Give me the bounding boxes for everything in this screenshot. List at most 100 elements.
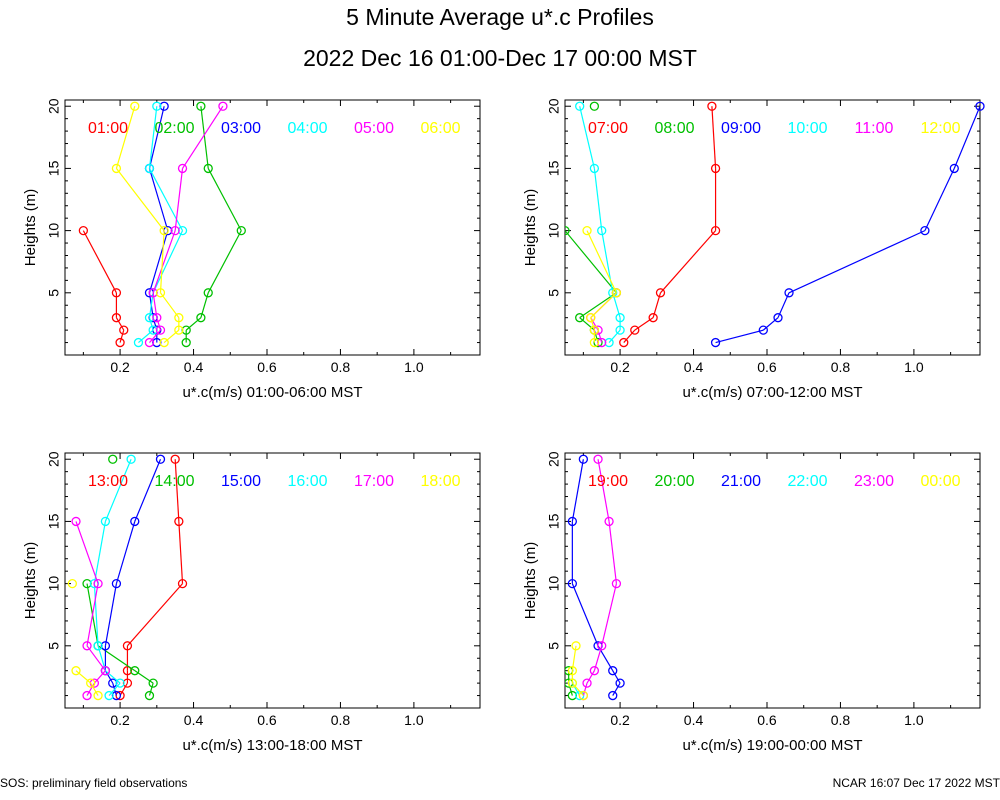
series-line-01:00 xyxy=(119,329,125,343)
legend-label: 02:00 xyxy=(154,120,194,137)
legend-label: 06:00 xyxy=(420,120,460,137)
series-line-13:00 xyxy=(126,583,183,647)
x-tick-label: 0.4 xyxy=(684,359,704,375)
plot-data-3 xyxy=(67,454,188,701)
series-line-09:00 xyxy=(788,230,926,294)
data-point-15:00 xyxy=(155,454,166,464)
legend-label: 20:00 xyxy=(654,473,694,490)
data-point-06:00 xyxy=(159,337,169,348)
series-line-23:00 xyxy=(601,583,617,646)
data-point-08:00 xyxy=(565,225,570,236)
series-line-01:00 xyxy=(115,317,125,331)
y-tick-label: 15 xyxy=(546,160,562,176)
data-point-03:00 xyxy=(152,337,162,348)
series-line-23:00 xyxy=(586,670,595,684)
data-point-04:00 xyxy=(177,225,188,236)
data-point-05:00 xyxy=(144,337,155,348)
y-tick-label: 20 xyxy=(46,451,62,467)
legend-label: 18:00 xyxy=(420,473,460,490)
data-point-10:00 xyxy=(615,325,625,335)
y-tick-label: 15 xyxy=(46,513,62,529)
data-point-02:00 xyxy=(181,337,191,348)
x-axis-label: u*.c(m/s) 19:00-00:00 MST xyxy=(682,737,862,754)
series-line-16:00 xyxy=(93,583,99,646)
series-line-13:00 xyxy=(119,682,128,696)
plot-data-4 xyxy=(565,454,625,701)
series-line-21:00 xyxy=(612,682,621,696)
data-point-10:00 xyxy=(575,101,585,111)
series-line-08:00 xyxy=(579,292,617,319)
x-tick-label: 0.2 xyxy=(610,359,630,375)
series-line-16:00 xyxy=(105,670,121,684)
data-point-10:00 xyxy=(615,313,625,323)
data-point-16:00 xyxy=(89,578,100,589)
data-point-16:00 xyxy=(93,641,103,651)
x-tick-label: 1.0 xyxy=(904,359,924,375)
y-tick-label: 10 xyxy=(546,576,562,592)
series-line-09:00 xyxy=(715,329,764,344)
series-line-10:00 xyxy=(579,106,595,169)
series-line-17:00 xyxy=(75,521,99,584)
series-line-06:00 xyxy=(163,329,180,344)
x-tick-label: 0.6 xyxy=(757,712,777,728)
series-line-03:00 xyxy=(148,230,169,293)
series-line-21:00 xyxy=(612,670,621,684)
data-point-16:00 xyxy=(115,678,125,688)
series-line-15:00 xyxy=(104,670,114,684)
series-line-13:00 xyxy=(178,521,184,584)
series-line-00:00 xyxy=(571,682,584,696)
x-tick-label: 0.8 xyxy=(831,712,851,728)
data-point-01:00 xyxy=(119,325,129,335)
series-line-11:00 xyxy=(597,329,603,343)
data-point-05:00 xyxy=(218,101,228,111)
series-line-21:00 xyxy=(571,583,599,647)
x-axis-label: u*.c(m/s) 13:00-18:00 MST xyxy=(182,737,362,754)
x-tick-label: 0.6 xyxy=(257,712,277,728)
series-line-06:00 xyxy=(115,168,165,231)
data-point-03:00 xyxy=(159,101,169,111)
series-line-10:00 xyxy=(608,329,621,343)
data-point-08:00 xyxy=(589,101,600,111)
data-point-10:00 xyxy=(604,337,614,348)
series-line-15:00 xyxy=(104,583,118,646)
data-point-07:00 xyxy=(630,325,640,335)
series-line-16:00 xyxy=(93,521,106,584)
data-point-15:00 xyxy=(111,578,122,589)
legend-label: 00:00 xyxy=(920,473,960,490)
series-line-17:00 xyxy=(86,645,106,672)
series-line-02:00 xyxy=(207,168,242,231)
data-point-10:00 xyxy=(589,163,600,174)
data-point-05:00 xyxy=(177,163,188,174)
data-point-02:00 xyxy=(236,225,246,236)
data-point-07:00 xyxy=(619,337,629,348)
series-line-02:00 xyxy=(200,106,209,169)
series-line-18:00 xyxy=(90,682,99,696)
data-point-14:00 xyxy=(130,666,140,676)
data-point-16:00 xyxy=(104,690,114,701)
series-line-23:00 xyxy=(608,521,618,584)
data-point-04:00 xyxy=(133,337,144,348)
series-line-02:00 xyxy=(185,317,202,331)
series-line-04:00 xyxy=(148,106,158,169)
data-point-23:00 xyxy=(593,454,603,464)
series-line-05:00 xyxy=(152,230,176,294)
data-point-04:00 xyxy=(144,163,155,174)
data-point-00:00 xyxy=(578,690,589,701)
data-point-15:00 xyxy=(100,641,111,651)
data-point-16:00 xyxy=(126,454,136,464)
data-point-07:00 xyxy=(648,313,658,323)
legend-label: 03:00 xyxy=(221,120,261,137)
legend-label: 11:00 xyxy=(855,120,894,137)
data-point-06:00 xyxy=(155,288,166,298)
data-point-18:00 xyxy=(86,678,96,688)
chart-subtitle: 2022 Dec 16 01:00-Dec 17 00:00 MST xyxy=(303,45,697,71)
data-point-11:00 xyxy=(597,337,607,348)
series-line-16:00 xyxy=(108,682,121,696)
series-line-15:00 xyxy=(115,521,136,584)
data-point-21:00 xyxy=(608,666,618,676)
data-point-05:00 xyxy=(170,225,180,236)
data-point-14:00 xyxy=(144,690,155,701)
series-line-07:00 xyxy=(634,317,654,331)
data-point-18:00 xyxy=(71,666,81,676)
legend-label: 01:00 xyxy=(88,120,128,137)
